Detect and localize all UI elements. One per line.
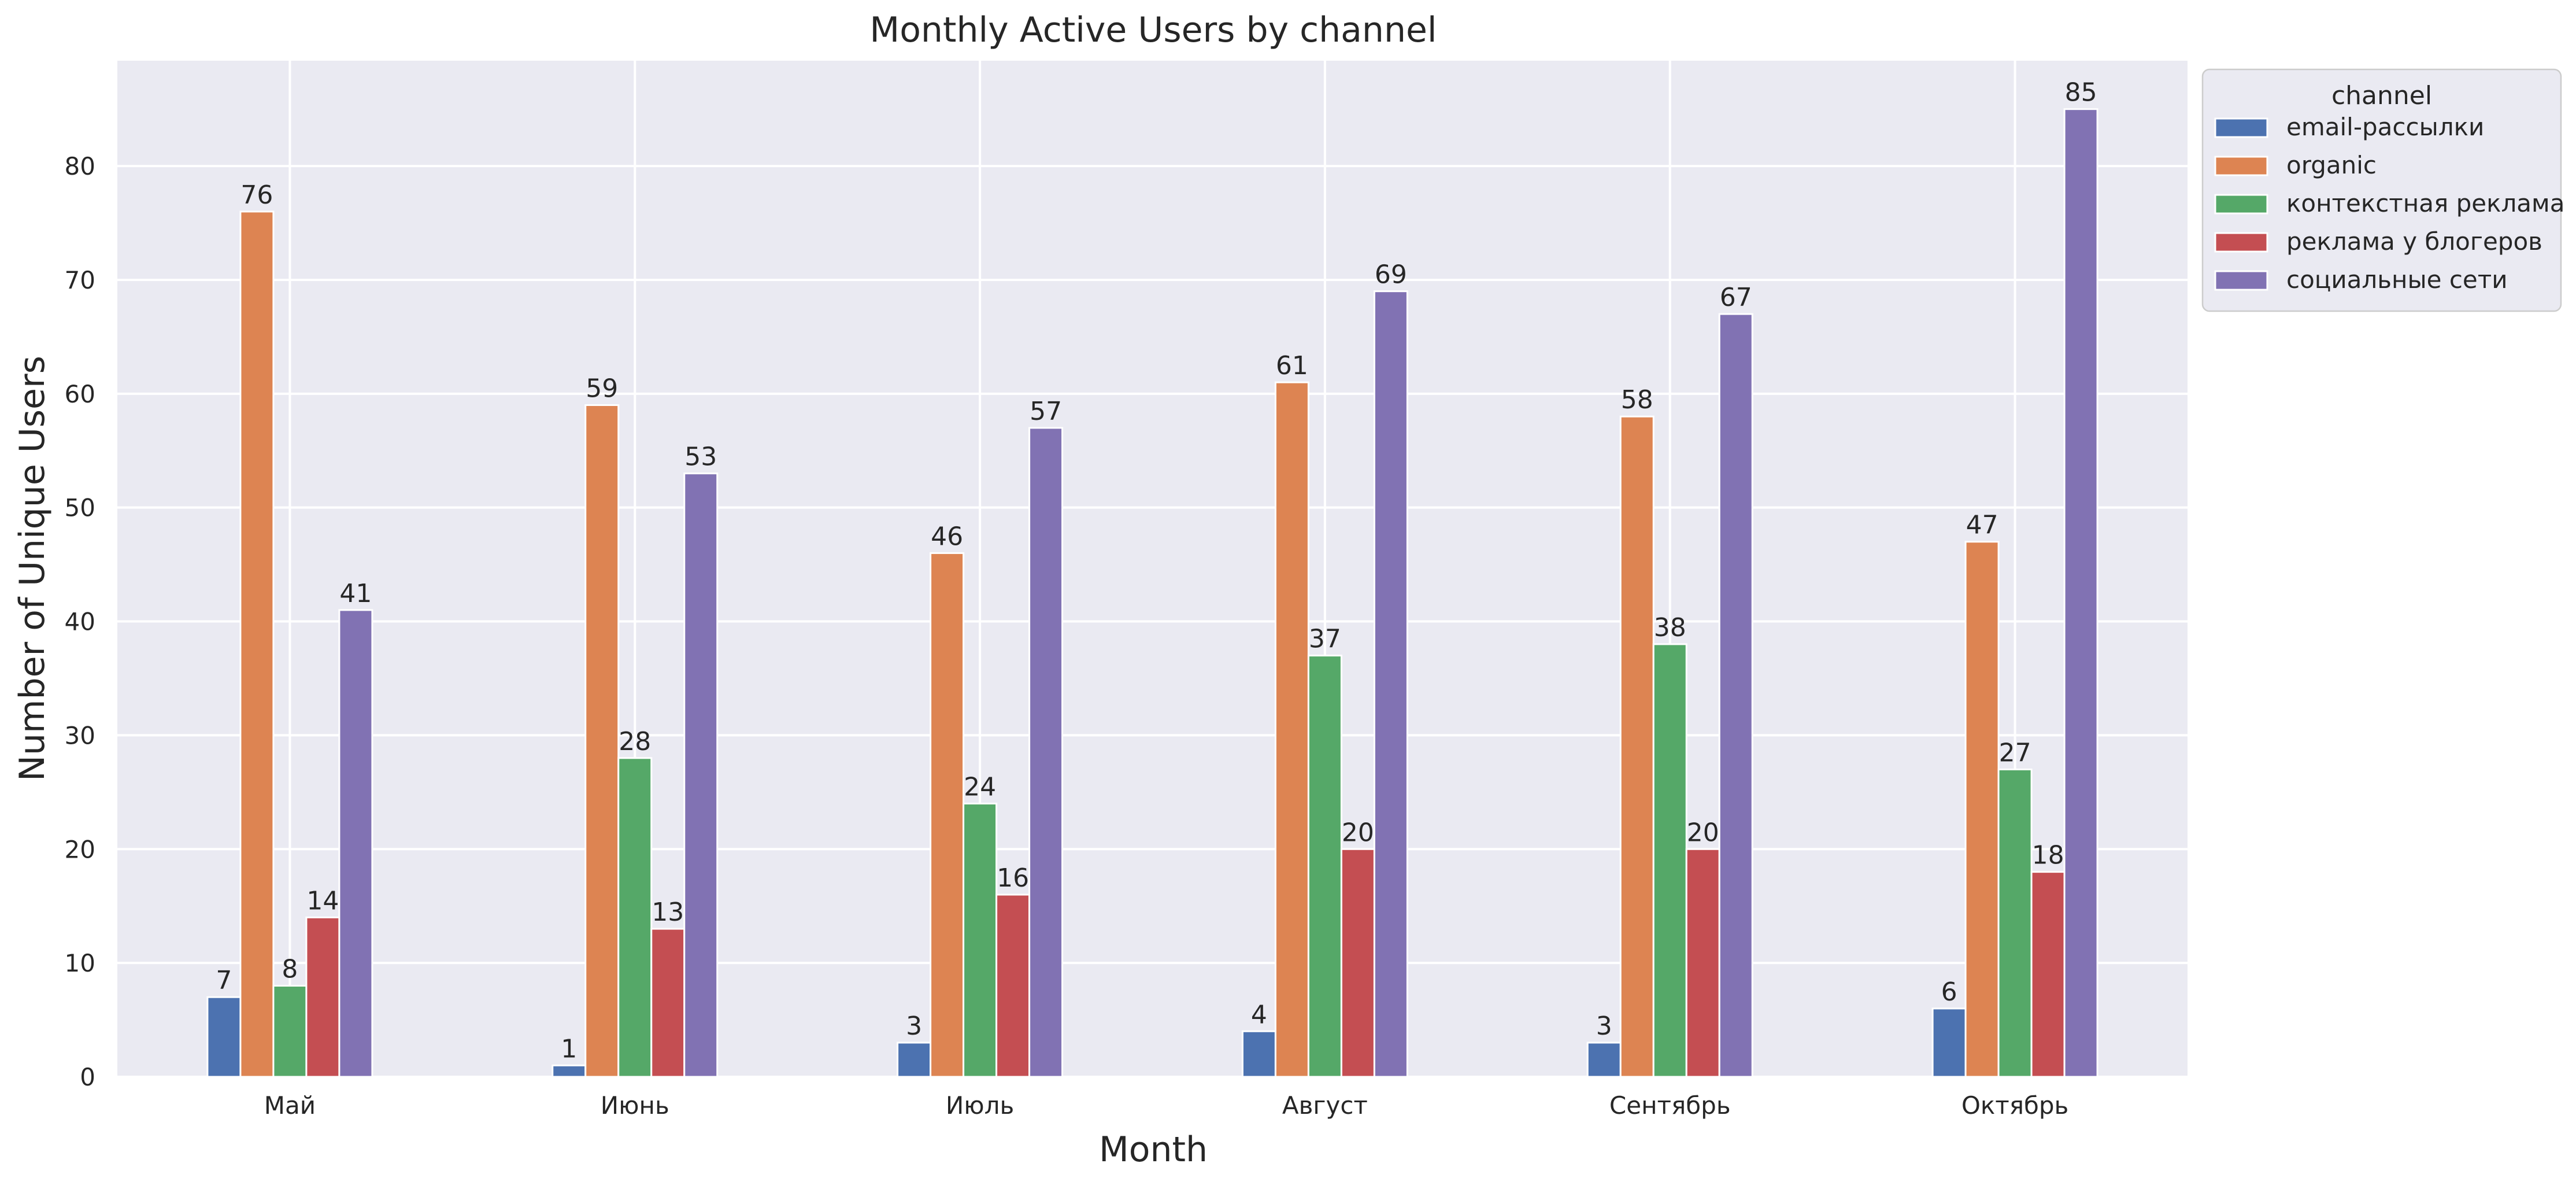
bar-value-label: 13 (652, 898, 684, 927)
legend: channel email-рассылки organic контекстная… (2201, 68, 2564, 312)
bar-value-label: 57 (1030, 397, 1062, 426)
y-tick-label: 10 (65, 949, 95, 977)
bar (930, 552, 965, 1078)
bar (305, 916, 340, 1078)
legend-swatch (2214, 232, 2268, 253)
bar-value-label: 18 (2032, 841, 2064, 870)
bar (239, 211, 275, 1078)
bar (1619, 415, 1655, 1078)
bars (206, 108, 2098, 1078)
bar-value-label: 20 (1687, 818, 1719, 847)
bar-value-label: 4 (1251, 1000, 1267, 1029)
bar-value-label: 16 (997, 863, 1029, 893)
bar (338, 609, 373, 1078)
bar (206, 996, 242, 1078)
legend-label: социальные сети (2286, 265, 2508, 294)
bar-value-label: 37 (1309, 625, 1341, 654)
x-tick-label: Август (1282, 1091, 1368, 1120)
legend-label: контекстная реклама (2286, 189, 2564, 217)
bar-value-label: 38 (1654, 613, 1686, 642)
plot-area (117, 61, 2188, 1077)
legend-label: реклама у блогеров (2286, 227, 2542, 256)
legend-swatch (2214, 156, 2268, 176)
bar (552, 1064, 587, 1078)
bar (617, 757, 653, 1078)
legend-swatch (2214, 117, 2268, 138)
x-tick-label: Сентябрь (1609, 1091, 1731, 1120)
bar (1307, 655, 1342, 1078)
y-tick-label: 0 (80, 1063, 95, 1091)
bar-value-label: 47 (1966, 511, 1998, 540)
bar (963, 803, 998, 1078)
y-tick-label: 30 (65, 721, 95, 749)
y-tick-label: 60 (65, 380, 95, 408)
bar (272, 985, 308, 1078)
bar-value-label: 28 (619, 727, 651, 756)
x-tick-label: Июль (946, 1091, 1014, 1120)
y-axis-ticks: 0 10 20 30 40 50 60 70 80 (65, 152, 95, 1091)
x-tick-label: Июнь (601, 1091, 669, 1120)
bar-value-label: 58 (1621, 385, 1653, 415)
bar-value-label: 53 (684, 442, 717, 472)
bar (1241, 1030, 1276, 1078)
y-tick-label: 50 (65, 494, 95, 522)
bar-value-label: 1 (561, 1034, 577, 1064)
bar-value-label: 3 (1596, 1011, 1612, 1041)
bar-value-label: 3 (906, 1011, 922, 1041)
bar (897, 1042, 932, 1078)
bar (1340, 848, 1375, 1078)
bar (1028, 427, 1064, 1078)
bar (1274, 381, 1309, 1078)
bar (1931, 1007, 1967, 1078)
bar-value-label: 27 (1999, 738, 2031, 767)
bar (1997, 768, 2033, 1078)
bar-value-label: 6 (1941, 977, 1957, 1007)
y-tick-label: 20 (65, 835, 95, 863)
bar (1685, 848, 1720, 1078)
x-axis-label: Month (1099, 1129, 1208, 1170)
bar-value-label: 61 (1276, 351, 1308, 381)
legend-title: channel (2331, 81, 2432, 110)
bar (1586, 1042, 1622, 1078)
y-tick-label: 70 (65, 266, 95, 294)
bar-value-label: 85 (2065, 78, 2097, 108)
bar (1964, 541, 2000, 1078)
bar-value-label: 46 (931, 522, 963, 551)
legend-label: email-рассылки (2286, 113, 2484, 141)
bar (1373, 290, 1408, 1078)
y-axis-label: Number of Unique Users (12, 356, 53, 781)
x-tick-label: Май (264, 1091, 316, 1120)
bar (2030, 871, 2066, 1078)
bar (995, 893, 1031, 1078)
legend-label: organic (2286, 151, 2377, 179)
x-axis-ticks: Май Июнь Июль Август Сентябрь Октябрь (264, 1091, 2069, 1120)
bar (2063, 108, 2098, 1078)
x-tick-label: Октябрь (1961, 1091, 2068, 1120)
bar (1652, 643, 1687, 1078)
bar-value-label: 69 (1375, 260, 1407, 290)
bar (584, 404, 620, 1078)
chart-title: Monthly Active Users by channel (869, 10, 1437, 50)
bar-value-label: 7 (216, 966, 232, 995)
bar-value-label: 8 (282, 955, 298, 984)
bar (1718, 313, 1753, 1078)
bar-value-label: 14 (306, 886, 339, 915)
bar-value-label: 24 (964, 773, 996, 802)
legend-swatch (2214, 194, 2268, 215)
legend-items: email-рассылки organic контекстная реклама… (2214, 113, 2564, 294)
y-tick-label: 80 (65, 152, 95, 180)
bar-value-label: 59 (586, 374, 618, 404)
y-tick-label: 40 (65, 608, 95, 636)
legend-swatch (2214, 270, 2268, 291)
bar-value-label: 67 (1720, 283, 1752, 312)
bar-value-label: 20 (1342, 818, 1374, 847)
bar (650, 928, 686, 1078)
legend-frame (2201, 68, 2562, 312)
bar-value-label: 76 (240, 180, 273, 210)
bar (683, 472, 719, 1078)
bar-value-label: 41 (339, 579, 372, 608)
